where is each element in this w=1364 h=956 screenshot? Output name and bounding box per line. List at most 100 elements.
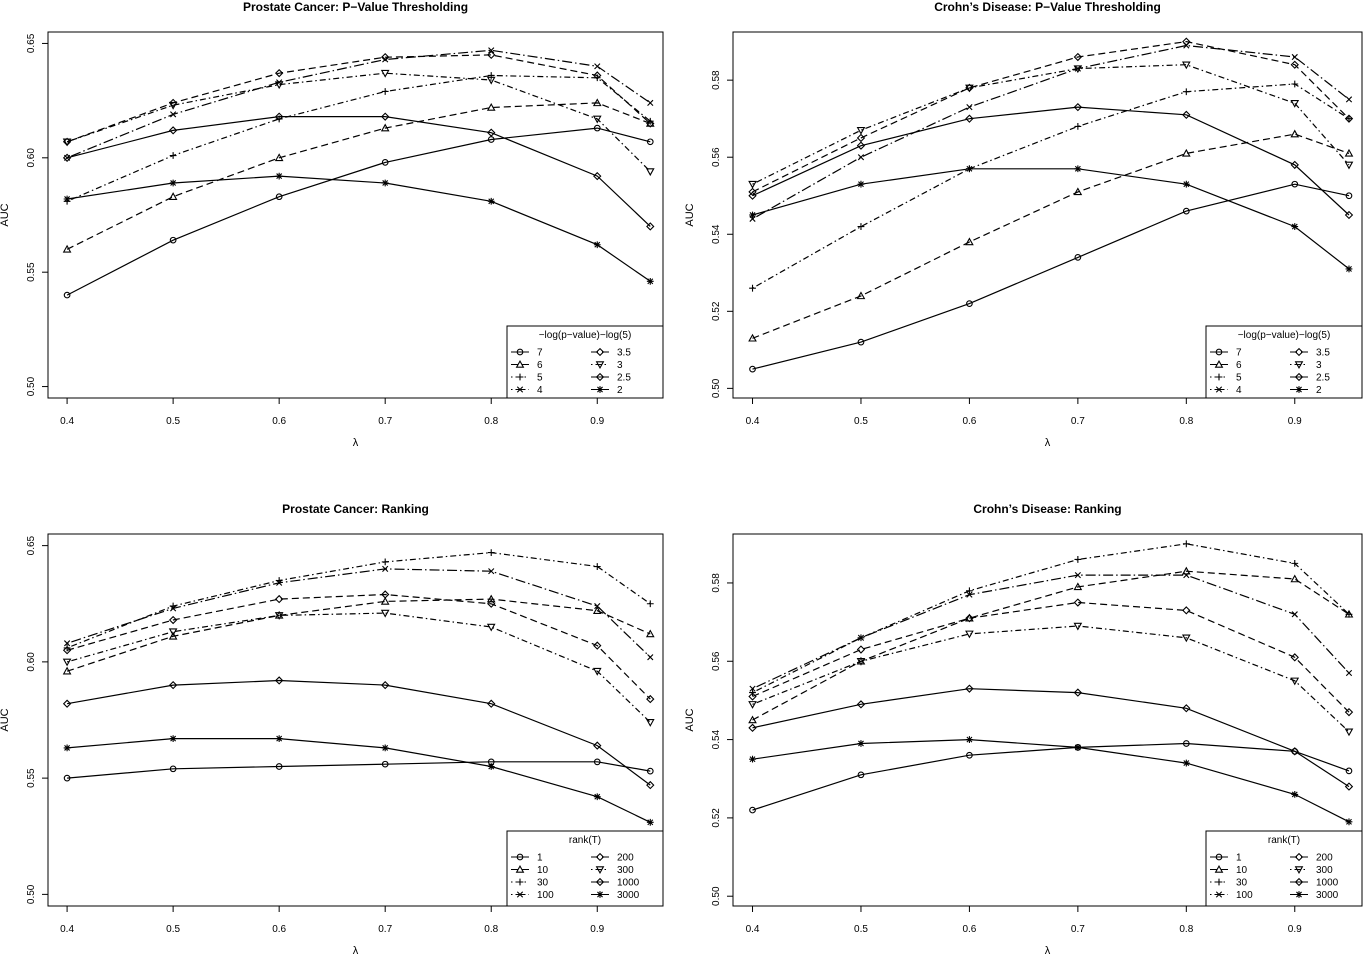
data-point-star [1291,223,1299,230]
legend-marker-circle [1215,853,1223,861]
series-1000 [62,676,655,790]
data-point-diamond [748,723,757,733]
data-point-triangle-down [1344,161,1354,170]
legend: −log(p−value)−log(5) 76 54 3.53 2.52 [1205,325,1363,399]
legend-item-2: 2 [591,385,623,396]
series-line [752,742,1350,811]
data-point-star [275,735,283,742]
data-point-diamond [748,191,757,200]
series-30 [63,549,654,652]
series-300 [748,622,1354,737]
data-point-star [381,179,389,187]
data-point-diamond [168,615,178,625]
series-line [66,551,651,649]
data-point-plus [381,88,389,95]
x-tick-label: 0.7 [378,924,392,935]
legend-item-3: 3 [591,360,623,371]
y-tick-label: 0.50 [711,886,722,906]
legend-label: 1000 [1316,878,1339,889]
data-point-triangle-down [1181,634,1191,643]
legend-item-3.5: 3.5 [591,348,631,359]
data-point-circle [857,771,865,779]
legend-item-1000: 1000 [591,878,640,889]
y-tick-label: 0.55 [26,262,37,282]
data-point-diamond [1182,110,1191,120]
legend-label: 10 [1236,865,1248,876]
series-line [66,598,651,672]
legend-marker-cross [1215,891,1223,898]
legend: −log(p−value)−log(5) 76 54 3.53 2.52 [506,325,664,399]
y-tick-label: 0.58 [711,573,722,593]
data-point-diamond [487,599,496,608]
y-tick-label: 0.65 [26,535,37,555]
data-point-plus [1291,559,1299,567]
legend-marker-triangle [1214,864,1224,873]
legend-label: 1 [1236,853,1242,864]
legend-item-7: 7 [511,348,543,359]
data-point-triangle-down [965,630,974,639]
legend-marker-triangle [1214,359,1224,368]
data-point-triangle-down [748,701,757,709]
data-point-triangle-down [965,84,974,93]
legend-marker-diamond [595,877,605,887]
series-line [752,40,1350,193]
data-point-triangle-down [748,180,757,189]
legend-item-1: 1 [1210,853,1242,864]
data-point-circle [1182,207,1190,215]
data-point-triangle-down [1290,100,1300,108]
legend-label: 3.5 [617,348,631,359]
legend-marker-triangle-down [595,866,605,875]
data-point-plus [966,587,973,595]
plot-frame [732,533,1363,907]
data-point-diamond [487,128,496,137]
data-point-circle [1291,180,1299,188]
legend-marker-star [1295,386,1303,393]
series-line [752,570,1350,721]
legend-box [506,325,664,399]
data-point-cross [1074,572,1081,579]
legend-label: 3 [1316,360,1322,371]
x-tick-label: 0.9 [1288,924,1302,935]
data-point-cross [647,99,654,107]
data-point-diamond [748,692,757,701]
data-point-star [275,172,283,180]
x-tick-label: 0.8 [1179,416,1193,427]
data-point-star [1182,180,1190,188]
data-point-triangle-down [1073,65,1083,74]
legend-title: −log(p−value)−log(5) [1238,330,1331,341]
data-point-triangle-down [1181,61,1191,70]
data-point-cross [749,685,756,692]
series-10 [62,594,655,675]
data-point-diamond [1290,653,1299,662]
legend-item-300: 300 [1290,865,1333,876]
data-point-cross [647,654,654,661]
series-line [752,183,1350,370]
data-point-diamond [274,676,284,685]
y-tick-label: 0.50 [26,376,37,396]
legend-item-4: 4 [1210,385,1242,396]
data-point-cross [170,111,177,118]
data-point-diamond [646,780,655,790]
data-point-star [169,179,177,187]
legend-item-1000: 1000 [1290,878,1339,889]
data-point-diamond [1344,782,1354,791]
legend-label: 3000 [1316,890,1339,901]
data-point-diamond [62,153,72,162]
x-tick-label: 0.7 [1071,924,1085,935]
legend-box [1205,830,1363,907]
legend-label: 2 [617,385,623,396]
x-tick-label: 0.5 [166,924,180,935]
chart-panel-2: Crohn’s Disease: P−Value Thresholding 0.4… [684,0,1363,449]
data-point-star [593,793,601,801]
chart-panel-1: Prostate Cancer: P−Value Thresholding 0.4… [0,0,664,449]
data-point-triangle [592,606,602,614]
data-point-star [381,744,389,752]
data-point-diamond [593,71,602,80]
x-tick-label: 0.9 [1288,416,1302,427]
data-point-diamond [274,112,284,121]
data-point-star [1074,744,1082,751]
chart-title: Crohn’s Disease: P−Value Thresholding [934,0,1161,14]
legend-label: 5 [537,373,543,384]
data-point-triangle-down [380,69,390,78]
data-point-plus [1074,556,1082,563]
